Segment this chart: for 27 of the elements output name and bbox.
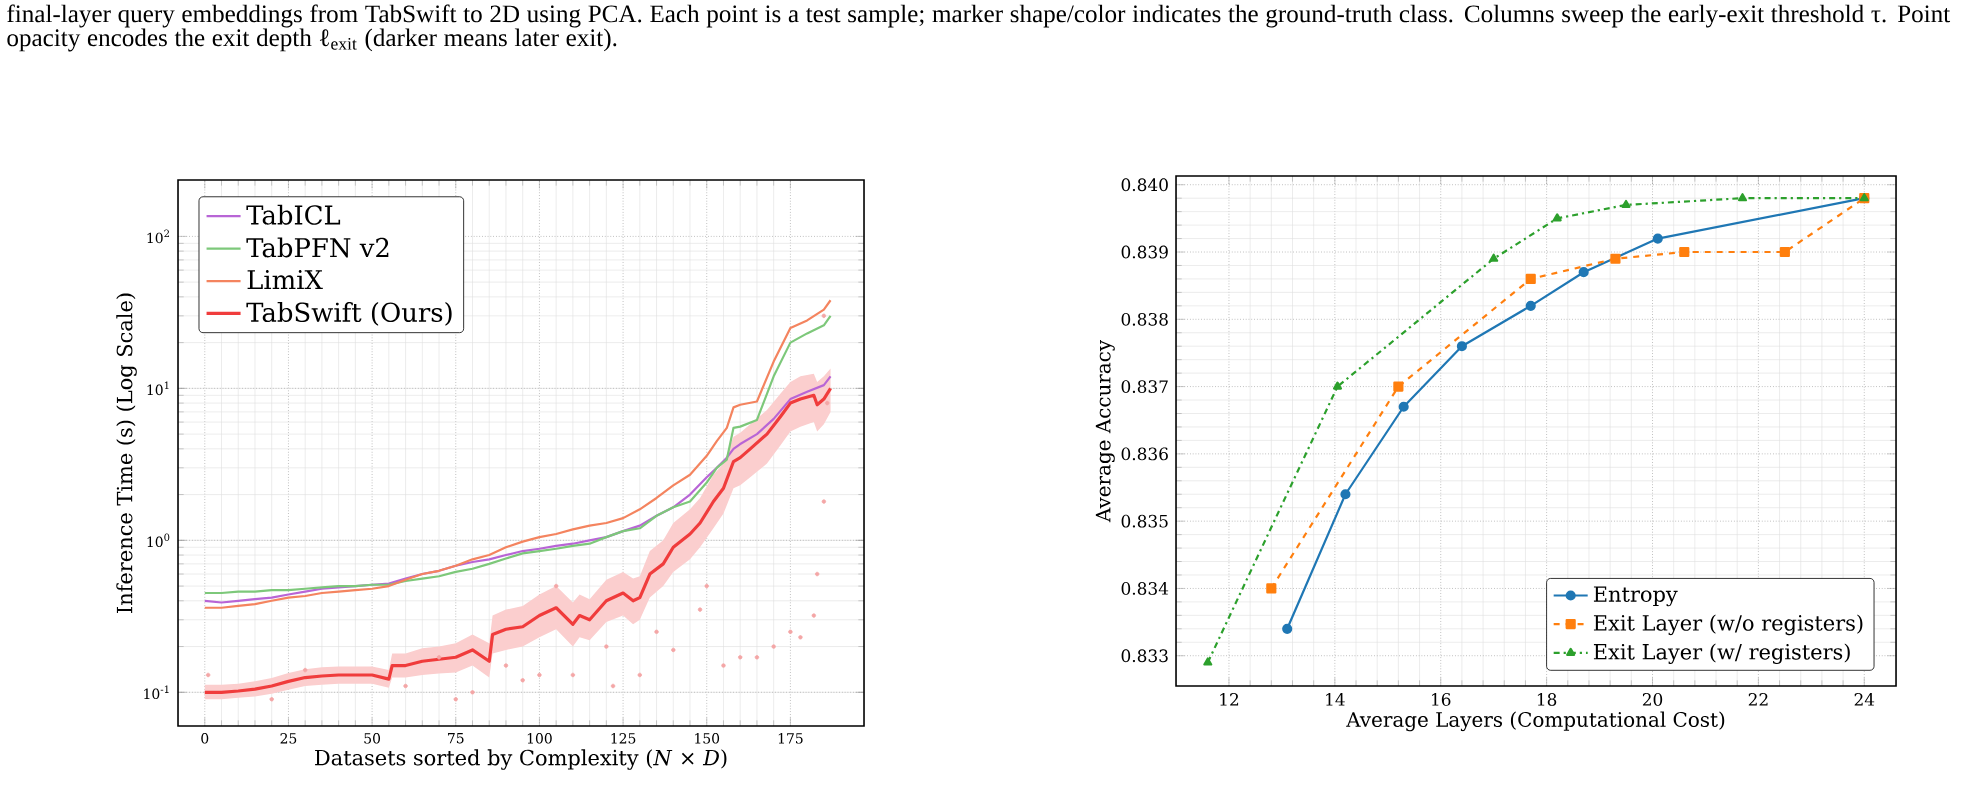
x-axis-title: Datasets sorted by Complexity (N × D) bbox=[315, 749, 727, 770]
y-tick-label: 0.838 bbox=[1121, 312, 1168, 326]
x-tick-label: 24 bbox=[1854, 693, 1875, 706]
legend-label: TabPFN v2 bbox=[246, 237, 389, 258]
legend-label: TabICL bbox=[246, 204, 341, 225]
y-tick-label: 0.839 bbox=[1121, 245, 1168, 259]
legend-label: TabSwift (Ours) bbox=[246, 302, 452, 326]
y-axis-title: Average Accuracy bbox=[1095, 339, 1115, 523]
legend-label: Exit Layer (w/ registers) bbox=[1593, 643, 1850, 664]
y-tick-label: 0.840 bbox=[1121, 178, 1168, 192]
legend-label: LimiX bbox=[247, 270, 323, 290]
y-tick-label: 0.834 bbox=[1121, 582, 1169, 595]
x-tick-label: 14 bbox=[1326, 693, 1345, 706]
y-tick-label: 0.835 bbox=[1121, 514, 1168, 528]
x-tick-label: 20 bbox=[1642, 693, 1663, 706]
y-tick-label: 0.837 bbox=[1121, 380, 1168, 393]
x-tick-label: 18 bbox=[1537, 693, 1557, 706]
x-tick-label: 22 bbox=[1748, 693, 1768, 706]
text: final-layer query embeddings from TabSwift to 2D using PCA. Each point is a test sample; marker shape/color indicates the ground-truth class. Columns sweep the early-exit threshold τ. Point opacity encodes the exit depth ℓ$_{exit}$ (darker means later exit). bbox=[7, 4, 1951, 52]
legend-label: Exit Layer (w/o registers) bbox=[1593, 614, 1863, 636]
x-axis-title: Average Layers (Computational Cost) bbox=[1346, 711, 1725, 732]
legend-label: Entropy bbox=[1593, 586, 1678, 607]
y-tick-label: 0.833 bbox=[1121, 649, 1168, 663]
y-axis-title: Inference Time (s) (Log Scale) bbox=[116, 293, 137, 613]
y-tick-label: 0.836 bbox=[1121, 447, 1168, 461]
x-tick-label: 16 bbox=[1432, 693, 1451, 706]
x-tick-label: 12 bbox=[1220, 693, 1239, 706]
